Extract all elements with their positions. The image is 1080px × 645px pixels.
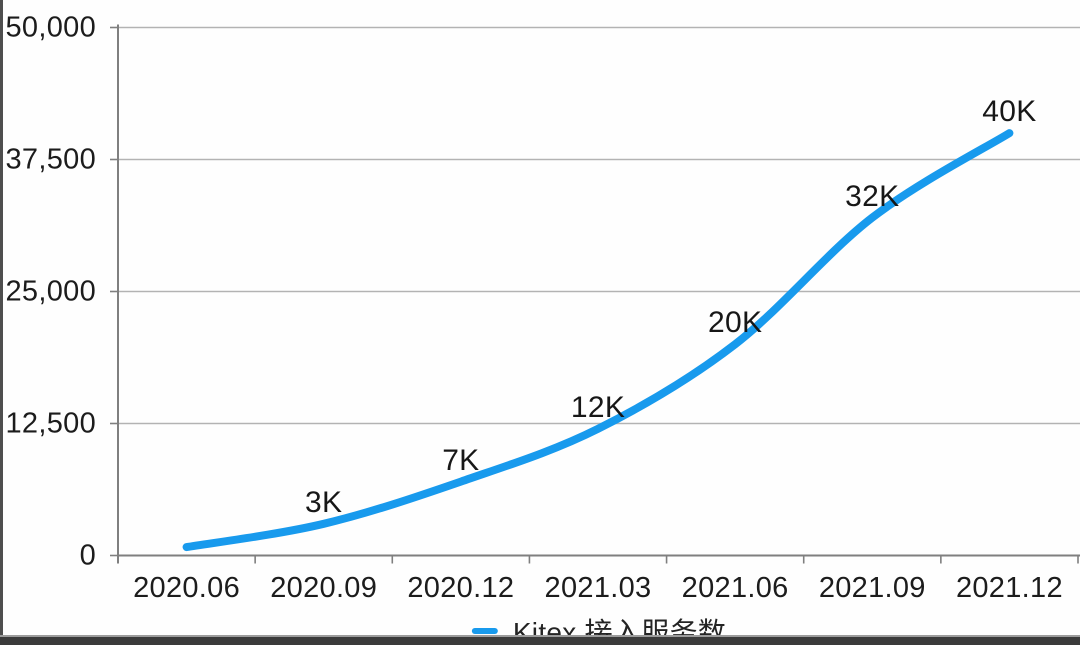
data-point-label: 20K: [708, 306, 763, 340]
y-axis-tick-label: 25,000: [5, 275, 96, 307]
y-axis-tick-label: 50,000: [5, 11, 96, 43]
x-axis-tick-label: 2021.06: [681, 572, 789, 604]
y-axis-tick-label: 0: [79, 539, 96, 571]
data-point-label: 32K: [845, 179, 900, 213]
data-point-label: 7K: [442, 443, 480, 477]
series-line: [182, 129, 1014, 552]
data-point-label: 3K: [305, 485, 343, 519]
bottom-bar-highlight: [0, 635, 1080, 637]
x-axis-tick-label: 2021.12: [955, 572, 1063, 604]
data-point-label: 40K: [982, 95, 1037, 129]
x-axis-tick-label: 2020.12: [407, 572, 515, 604]
x-axis-tick-label: 2020.06: [133, 572, 241, 604]
bottom-bar: [0, 637, 1080, 645]
y-axis-tick-label: 12,500: [5, 407, 96, 439]
left-edge-strip: [0, 0, 3, 645]
x-axis-tick-label: 2021.09: [818, 572, 926, 604]
y-axis-tick-label: 37,500: [5, 143, 96, 175]
legend-line-swatch-icon: [471, 628, 498, 634]
data-point-label: 12K: [570, 390, 626, 424]
x-axis-tick-label: 2021.03: [544, 572, 652, 604]
x-axis-tick-label: 2020.09: [270, 572, 378, 604]
